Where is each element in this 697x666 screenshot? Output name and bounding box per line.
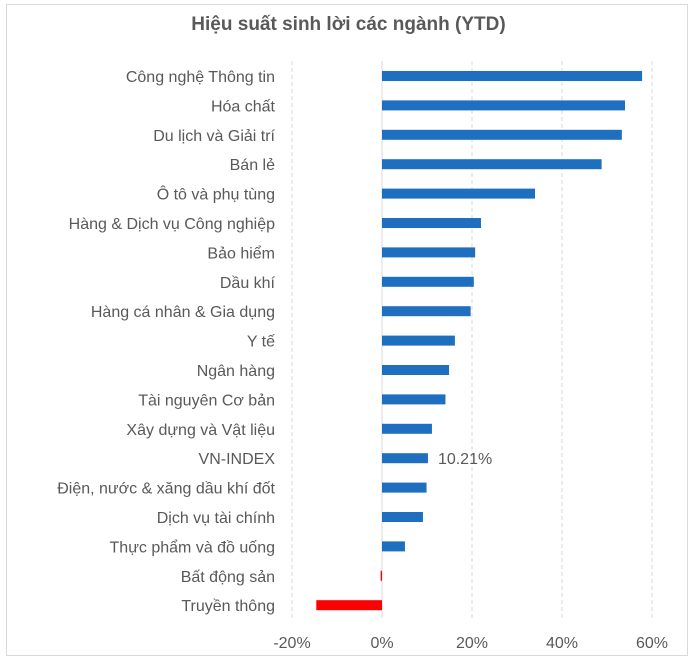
x-tick-label: 60% [636, 635, 668, 652]
x-tick-label: 20% [456, 635, 488, 652]
data-labels: 10.21% [438, 451, 492, 468]
bar-ban-le [382, 159, 602, 170]
chart-title: Hiệu suất sinh lời các ngành (YTD) [191, 14, 506, 35]
category-label: Tài nguyên Cơ bản [138, 392, 275, 409]
data-label-vn-index: 10.21% [438, 451, 492, 468]
category-label: Bán lẻ [230, 157, 275, 174]
bar-truyen-thong [316, 600, 382, 611]
bar-cong-nghe-thong-tin [382, 71, 643, 81]
bar-ngan-hang [382, 365, 450, 375]
x-tick-label: 0% [370, 635, 393, 652]
bar-thuc-pham-va-do-uong [382, 541, 405, 552]
category-label: Truyền thông [181, 598, 275, 615]
category-label: Công nghệ Thông tin [126, 69, 275, 86]
bar-hang-ca-nhan-gia-dung [382, 306, 471, 317]
category-label: Hóa chất [211, 98, 276, 115]
category-label: Hàng & Dịch vụ Công nghiệp [69, 216, 275, 233]
category-label: Ô tô và phụ tùng [157, 185, 275, 204]
category-label: Thực phẩm và đồ uống [110, 538, 275, 556]
category-label: VN-INDEX [199, 451, 276, 468]
bar-hoa-chat [382, 100, 625, 111]
category-label: Dầu khí [220, 275, 276, 292]
category-label: Hàng cá nhân & Gia dụng [91, 304, 275, 321]
category-labels: Công nghệ Thông tin Hóa chất Du lịch và Gi… [57, 69, 275, 615]
category-label: Bất động sản [181, 569, 275, 586]
category-label: Điện, nước & xăng dầu khí đốt [57, 481, 275, 498]
gridlines [291, 61, 653, 618]
bar-dien-nuoc-xang-dau-khi-dot [382, 482, 427, 493]
bar-bao-hiem [382, 247, 476, 258]
category-label: Du lịch và Giải trí [153, 128, 275, 145]
category-label: Bảo hiểm [207, 244, 275, 262]
category-label: Dịch vụ tài chính [157, 510, 275, 527]
chart-frame [6, 4, 688, 656]
bars [316, 71, 643, 611]
x-tick-label: 40% [546, 635, 578, 652]
category-label: Ngân hàng [197, 363, 275, 380]
bar-dich-vu-tai-chinh [382, 512, 423, 522]
x-tick-label: -20% [273, 635, 310, 652]
bar-o-to-va-phu-tung [382, 188, 535, 199]
bar-dau-khi [382, 276, 474, 287]
bar-hang-dich-vu-cong-nghiep [382, 218, 481, 228]
bar-vn-index [382, 453, 428, 464]
bar-xay-dung-va-vat-lieu [382, 423, 432, 434]
bar-y-te [382, 335, 455, 346]
bar-du-lich-va-giai-tri [382, 129, 622, 140]
x-axis-ticks: -20% 0% 20% 40% 60% [273, 635, 668, 652]
category-label: Xây dựng và Vật liệu [126, 422, 275, 439]
bar-tai-nguyen-co-ban [382, 394, 446, 405]
category-label: Y tế [247, 334, 275, 351]
bar-bat-dong-san [380, 570, 382, 581]
